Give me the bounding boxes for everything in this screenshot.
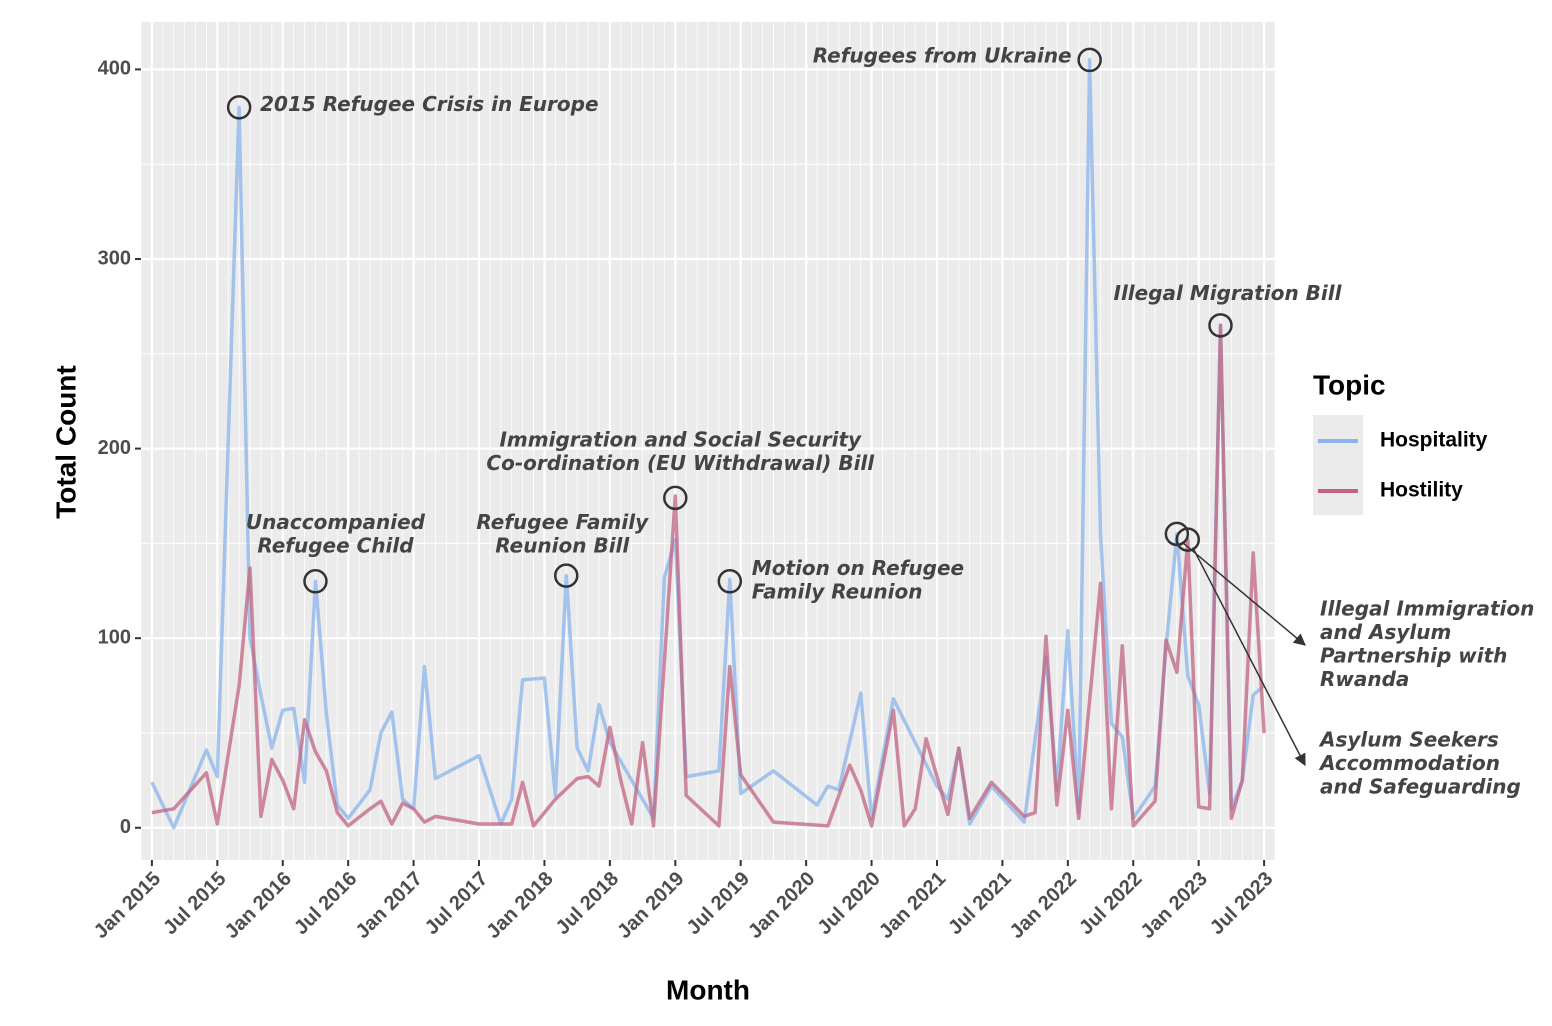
x-tick-label: Jan 2019 [613,868,688,943]
annotation-label: Rwanda [1320,667,1409,691]
y-tick-label: 400 [98,58,131,80]
annotation-label: and Safeguarding [1320,775,1521,799]
x-tick-label: Jul 2016 [290,868,361,939]
annotation-label: Immigration and Social Security [499,427,862,451]
x-tick-label: Jan 2021 [875,868,950,943]
legend-label: Hospitality [1380,429,1488,452]
annotation-label: 2015 Refugee Crisis in Europe [260,92,598,116]
y-tick-label: 0 [120,816,131,838]
x-tick-label: Jul 2017 [421,868,492,939]
x-tick-label: Jan 2023 [1137,868,1212,943]
y-axis-title: Total Count [50,365,81,518]
annotation-label: Accommodation [1318,751,1500,775]
x-tick-label: Jul 2021 [944,868,1015,939]
annotation-label: Unaccompanied [246,510,426,534]
annotation-circle [663,485,688,511]
annotation-circle [1208,313,1233,338]
x-tick-label: Jan 2018 [482,868,557,943]
annotation-label: Partnership with [1320,644,1507,668]
annotation-label: Family Reunion [752,579,923,603]
annotation-arrow [1181,541,1306,646]
annotation-label: Illegal Immigration [1320,597,1534,621]
x-tick-label: Jan 2017 [352,868,427,943]
annotation-label: Refugee Child [257,533,414,557]
annotation-label: Reunion Bill [495,534,630,558]
x-tick-label: Jan 2015 [90,868,165,943]
y-tick-label: 200 [98,437,131,459]
legend-label: Hostility [1380,479,1463,502]
x-tick-label: Jul 2018 [552,868,623,939]
x-tick-label: Jul 2022 [1075,868,1146,939]
y-tick-label: 100 [98,626,131,648]
annotation-label: Illegal Migration Bill [1114,281,1343,305]
x-tick-label: Jul 2023 [1206,868,1277,939]
annotation-circle [717,569,743,594]
annotation-circle [1077,47,1102,73]
legend-key-bg [1313,415,1363,515]
x-tick-label: Jan 2016 [221,868,296,943]
annotation-circle [1175,527,1201,552]
annotation-circle [554,563,579,588]
x-tick-label: Jul 2015 [159,868,230,939]
annotation-circle [226,95,252,120]
annotation-label: Asylum Seekers [1318,728,1499,752]
annotation-circle [303,569,328,594]
x-tick-label: Jan 2022 [1006,868,1081,943]
x-tick-label: Jan 2020 [744,868,819,943]
annotation-label: Refugee Family [476,510,649,534]
annotation-label: Motion on Refugee [752,556,964,580]
annotation-label: Refugees from Ukraine [813,43,1072,67]
x-tick-label: Jul 2020 [813,868,884,939]
annotation-label: Co-ordination (EU Withdrawal) Bill [486,451,875,475]
annotation-arrow [1192,547,1306,767]
y-tick-label: 300 [98,247,131,269]
data-line [151,323,1266,828]
legend-title: Topic [1313,369,1386,400]
x-axis-title: Month [666,974,750,1005]
annotation-label: and Asylum [1320,620,1451,644]
x-tick-label: Jul 2019 [683,868,754,939]
